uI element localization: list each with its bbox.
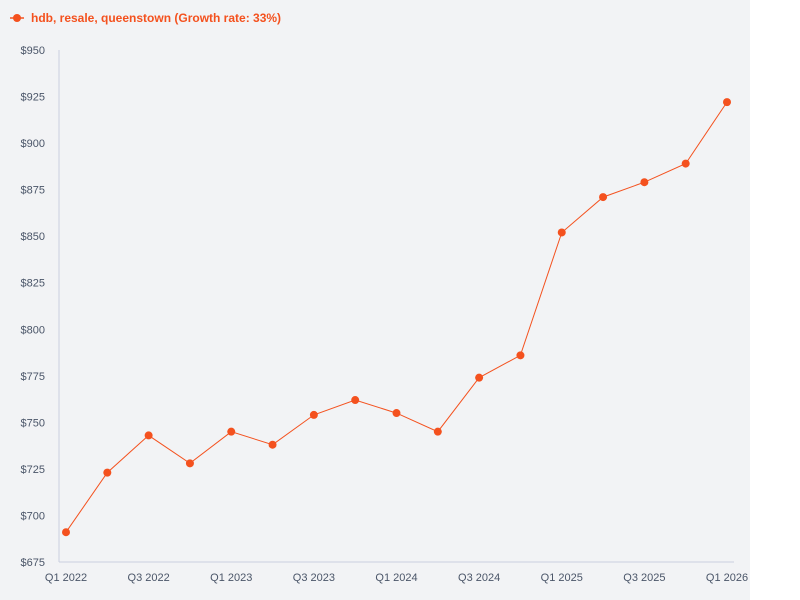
- x-tick-label: Q1 2025: [541, 572, 583, 584]
- data-point[interactable]: [62, 528, 70, 537]
- data-point[interactable]: [516, 351, 525, 360]
- data-point[interactable]: [227, 427, 236, 436]
- y-tick-label: $925: [21, 92, 45, 104]
- data-point[interactable]: [723, 98, 731, 107]
- x-tick-label: Q1 2026: [706, 572, 748, 584]
- data-point[interactable]: [185, 459, 194, 468]
- y-axis: $675 $700 $725 $750 $775 $800 $825 $850 $875 $900…: [21, 45, 45, 569]
- x-tick-label: Q1 2023: [210, 572, 252, 584]
- legend-dot-icon: [13, 14, 21, 22]
- legend[interactable]: hdb, resale, queenstown (Growth rate: 33…: [10, 11, 281, 25]
- x-tick-label: Q3 2024: [458, 572, 500, 584]
- data-point[interactable]: [268, 440, 277, 449]
- line-chart: hdb, resale, queenstown (Growth rate: 33…: [10, 11, 748, 584]
- data-point[interactable]: [309, 410, 318, 419]
- x-tick-label: Q3 2022: [128, 572, 170, 584]
- data-point[interactable]: [392, 409, 401, 418]
- data-point[interactable]: [103, 468, 112, 477]
- y-tick-label: $850: [21, 231, 45, 243]
- y-tick-label: $700: [21, 510, 45, 522]
- y-tick-label: $750: [21, 417, 45, 429]
- data-point[interactable]: [640, 178, 649, 187]
- x-tick-label: Q3 2023: [293, 572, 335, 584]
- data-point[interactable]: [475, 373, 484, 382]
- series-points: [62, 98, 731, 537]
- x-axis: Q1 2022 Q3 2022 Q1 2023 Q3 2023 Q1 2024 Q3 20…: [45, 572, 748, 584]
- chart-panel: hdb, resale, queenstown (Growth rate: 33…: [0, 0, 750, 600]
- y-tick-label: $900: [21, 138, 45, 150]
- series-line: [65, 101, 728, 533]
- x-tick-label: Q1 2022: [45, 572, 87, 584]
- data-point[interactable]: [351, 396, 360, 405]
- x-tick-label: Q1 2024: [375, 572, 417, 584]
- data-point[interactable]: [557, 228, 566, 237]
- y-tick-label: $675: [21, 557, 45, 569]
- data-point[interactable]: [599, 193, 608, 202]
- y-tick-label: $775: [21, 371, 45, 383]
- y-tick-label: $725: [21, 464, 45, 476]
- data-point[interactable]: [681, 159, 690, 168]
- y-tick-label: $875: [21, 185, 45, 197]
- legend-label: hdb, resale, queenstown (Growth rate: 33…: [31, 11, 281, 25]
- data-point[interactable]: [144, 431, 153, 440]
- y-tick-label: $950: [21, 45, 45, 57]
- x-tick-label: Q3 2025: [623, 572, 665, 584]
- y-tick-label: $825: [21, 278, 45, 290]
- y-tick-label: $800: [21, 324, 45, 336]
- data-point[interactable]: [433, 427, 442, 436]
